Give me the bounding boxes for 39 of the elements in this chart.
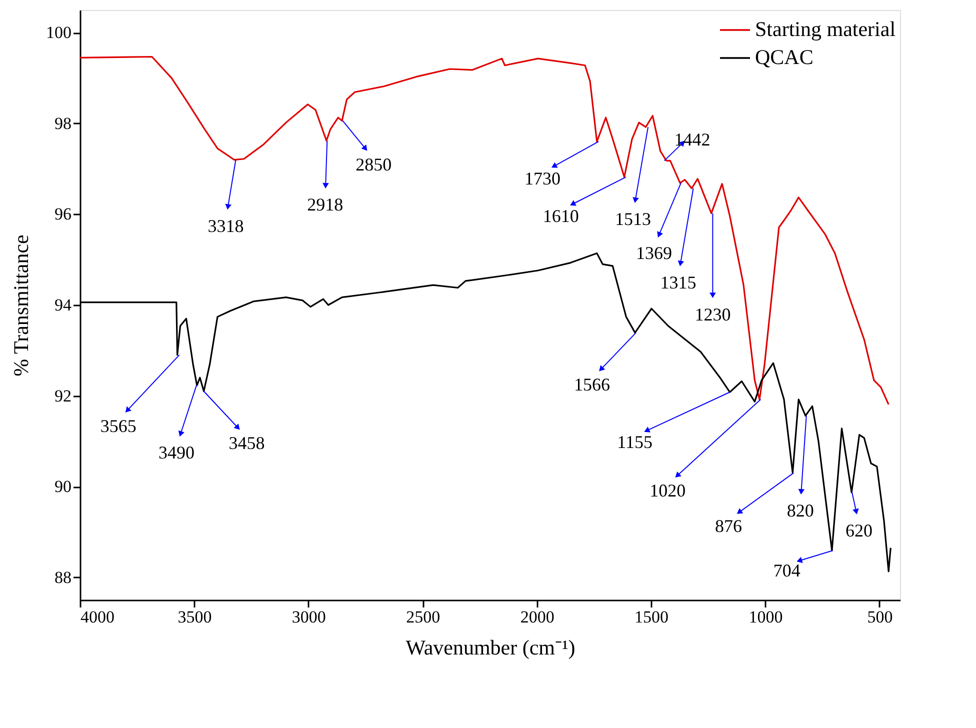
annotation: 1513: [615, 209, 652, 230]
x-axis-title: Wavenumber (cm⁻¹): [406, 636, 576, 660]
y-tick-label: 94: [54, 296, 72, 314]
annotation: 1566: [574, 374, 610, 395]
annotation: 3565: [100, 416, 136, 436]
annotation: 1020: [650, 480, 686, 500]
annotation: 1155: [617, 432, 653, 452]
annotation: 3490: [158, 442, 194, 462]
x-tick-label: 1500: [634, 608, 669, 626]
y-tick-label: 88: [54, 568, 72, 587]
annotation: 704: [773, 560, 800, 581]
annotation: 820: [786, 500, 814, 521]
y-axis-title: % Transmittance: [9, 234, 33, 376]
annotation: 1610: [542, 206, 579, 226]
y-tick-label: 100: [46, 23, 72, 42]
annotation: 1369: [636, 242, 672, 263]
annotation: 1442: [674, 130, 710, 150]
annotation: 3318: [208, 216, 244, 236]
annotation: 620: [846, 520, 873, 540]
annotation: 1230: [694, 304, 731, 324]
annotation: 2918: [307, 194, 344, 215]
legend-label: QCAC: [755, 45, 814, 69]
x-tick-label: 2000: [520, 608, 554, 626]
annotation: 1730: [524, 168, 560, 189]
annotation: 2850: [356, 154, 392, 175]
annotation: 1315: [660, 272, 696, 292]
x-tick-label: 500: [867, 608, 893, 626]
y-tick-label: 96: [54, 204, 72, 224]
y-tick-label: 98: [54, 114, 72, 133]
annotation: 876: [715, 516, 742, 536]
x-tick-label: 1000: [748, 608, 783, 626]
x-tick-label: 4000: [80, 608, 114, 626]
x-tick-label: 3500: [178, 608, 212, 626]
y-tick-label: 92: [54, 386, 72, 406]
x-tick-label: 2500: [406, 608, 440, 626]
x-tick-label: 3000: [292, 608, 326, 626]
legend-label: Starting material: [755, 17, 896, 41]
y-tick-label: 90: [54, 477, 72, 496]
annotation: 3458: [228, 433, 265, 454]
